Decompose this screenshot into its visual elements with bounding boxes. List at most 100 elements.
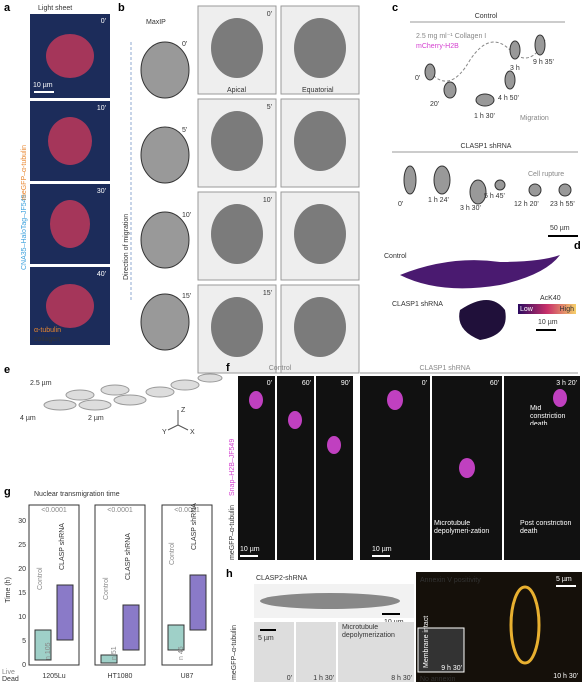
- panel-b: b MaxIP Direction of migration 0' 5' 10'…: [118, 2, 360, 374]
- time: 90': [341, 380, 350, 387]
- time: 10 h 30': [553, 673, 578, 680]
- cell-outline: [140, 211, 190, 269]
- panel-label: h: [226, 568, 233, 580]
- time: 3 h 20': [556, 380, 577, 387]
- note: Microtubule depolymerization: [342, 624, 395, 639]
- group-label: HT1080: [108, 673, 133, 680]
- cell: [509, 40, 521, 60]
- scale-label: 10 µm: [372, 546, 392, 553]
- p-value: <0.0001: [41, 507, 67, 514]
- box: [56, 584, 74, 641]
- cell-outline: [140, 126, 190, 184]
- plot-frame: [161, 504, 213, 666]
- panel-f: f Control CLASP1 shRNA meGFP–α-tubulin S…: [226, 362, 580, 560]
- cell-outline: [140, 293, 190, 351]
- header: Control: [269, 365, 292, 372]
- legend: Dead: [2, 676, 19, 683]
- colorbar-label: Low: [520, 306, 534, 313]
- time: 5': [182, 127, 187, 134]
- panel-e: e 2.5 µm 4 µm 2 µm Z Y X: [4, 364, 223, 436]
- nucleus: [459, 458, 475, 478]
- time: 20': [430, 101, 439, 108]
- side-label: meGFP–α-tubulin: [231, 625, 238, 680]
- cell: [509, 585, 541, 665]
- pillar: [197, 373, 223, 383]
- condition: Control: [37, 567, 44, 590]
- time: 0': [422, 380, 427, 387]
- colorbar-label: High: [560, 306, 575, 313]
- cell: [294, 297, 346, 357]
- panel-label: f: [226, 362, 230, 374]
- cell: [475, 93, 495, 107]
- time: 4 h 50': [498, 95, 519, 102]
- time: 3 h 30': [460, 205, 481, 212]
- cell: [433, 165, 451, 195]
- time: 1 h 30': [474, 113, 495, 120]
- n: n 46: [178, 646, 185, 660]
- axis-label: Z: [181, 407, 186, 414]
- time: 0': [415, 75, 420, 82]
- condition: Control: [169, 542, 176, 565]
- y-tick-label: 25: [18, 542, 26, 549]
- side-label: meGFP–α-tubulin: [21, 145, 28, 200]
- time: 0': [398, 201, 403, 208]
- title: CLASP2-shRNA: [256, 575, 308, 582]
- column-label: Apical: [227, 87, 247, 94]
- label: Control: [384, 253, 407, 260]
- time: 23 h 55': [550, 201, 575, 208]
- panel-g: g Nuclear transmigration time Time (h) 0…: [2, 486, 213, 683]
- note-text: Microtubule depolymerization: [342, 624, 395, 639]
- condition: CLASP shRNA: [191, 503, 198, 550]
- p-value: <0.0001: [107, 507, 133, 514]
- pillar: [78, 399, 112, 411]
- nucleus: [288, 411, 302, 429]
- time: 8 h 30': [391, 675, 412, 682]
- nucleus: [387, 390, 403, 410]
- time: 5 h 45': [484, 193, 505, 200]
- pillar: [113, 394, 147, 406]
- pillar: [43, 399, 77, 411]
- panel-d: d Control CLASP1 shRNA AcK40 Low High 10…: [384, 240, 581, 340]
- time: 40': [97, 271, 106, 278]
- dimension: 2.5 µm: [30, 380, 52, 387]
- panel-c: c Control 2.5 mg ml⁻¹ Collagen I mCherry…: [392, 2, 578, 237]
- image: [316, 376, 353, 560]
- p-value: <0.0001: [174, 507, 200, 514]
- dimension: 4 µm: [20, 415, 36, 422]
- title: CLASP1 shRNA: [461, 143, 512, 150]
- note: Microtubule depolymeri-zation: [434, 520, 489, 535]
- nucleus: [249, 391, 263, 409]
- time: 0': [267, 380, 272, 387]
- scale-label: 5 µm: [556, 576, 572, 583]
- time: 1 h 24': [428, 197, 449, 204]
- panel-a: a Light sheet 0' 10' 30' 40' 10 µm α-tub…: [4, 2, 110, 345]
- label: mCherry-H2B: [416, 43, 459, 50]
- plot-frame: [94, 504, 146, 666]
- label: MaxIP: [146, 19, 166, 26]
- title: Nuclear transmigration time: [34, 491, 120, 498]
- plot-frame: [28, 504, 80, 666]
- time: 3 h: [510, 65, 520, 72]
- scale-label: 10 µm: [538, 319, 558, 326]
- time: 5': [267, 104, 272, 111]
- cell: [294, 18, 346, 78]
- time: 0': [182, 41, 187, 48]
- image: [504, 376, 580, 560]
- condition: Control: [103, 577, 110, 600]
- dimension: 2 µm: [88, 415, 104, 422]
- time: 30': [97, 188, 106, 195]
- box: [189, 574, 207, 631]
- cell: [558, 183, 572, 197]
- pillar: [145, 386, 175, 398]
- panel-label: c: [392, 2, 398, 14]
- time: 0': [101, 18, 106, 25]
- cell: [294, 204, 346, 264]
- label: Cell rupture: [528, 171, 564, 178]
- panel-label: a: [4, 2, 11, 14]
- note: Mid constriction death: [530, 405, 565, 425]
- y-tick-label: 30: [18, 518, 26, 525]
- time: 60': [302, 380, 311, 387]
- cell: [294, 111, 346, 171]
- side-label: meGFP–α-tubulin: [229, 505, 236, 560]
- time: 10': [182, 212, 191, 219]
